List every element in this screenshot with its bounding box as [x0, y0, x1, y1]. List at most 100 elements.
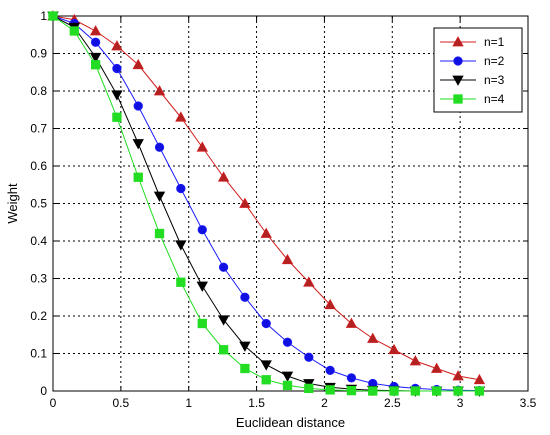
legend-label: n=4 [484, 92, 505, 106]
data-point [432, 386, 442, 396]
data-point [474, 386, 485, 396]
data-point [196, 281, 208, 292]
data-point [260, 360, 272, 371]
data-point [217, 171, 230, 182]
data-point [453, 386, 463, 396]
series-layer [47, 10, 486, 397]
data-point [197, 225, 207, 235]
data-point [69, 26, 79, 36]
legend-marker [452, 36, 464, 47]
data-point [176, 183, 186, 194]
data-point [409, 355, 422, 366]
legend-label: n=3 [484, 73, 505, 87]
data-point [175, 240, 187, 251]
x-tick-labels: 0 0.5 1 1.5 2 2.5 3 3.5 [50, 396, 537, 410]
data-point [304, 383, 314, 394]
legend-label: n=1 [484, 35, 505, 49]
x-tick-label: 2.5 [384, 396, 401, 410]
data-point [303, 276, 315, 287]
y-tick-label: 0.6 [30, 159, 47, 173]
data-point [90, 37, 101, 47]
x-tick-label: 0.5 [113, 396, 130, 410]
legend-item: n=2 [440, 54, 505, 68]
legend-item: n=1 [440, 35, 505, 49]
data-point [153, 191, 166, 202]
data-point [112, 112, 122, 122]
y-tick-label: 1 [40, 9, 47, 23]
data-point [154, 142, 165, 152]
data-point [133, 172, 143, 182]
legend-item: n=3 [440, 73, 505, 87]
data-point [153, 85, 166, 96]
data-point [196, 141, 208, 152]
data-point [89, 52, 102, 64]
data-point [217, 315, 230, 326]
data-point [89, 25, 102, 36]
data-point [282, 337, 293, 347]
data-point [175, 111, 187, 122]
data-point [281, 371, 294, 382]
data-point [304, 352, 314, 362]
data-point [324, 298, 336, 310]
data-point [218, 345, 229, 355]
data-point [452, 370, 464, 381]
legend-marker [452, 75, 464, 86]
data-point [368, 386, 378, 396]
data-point [261, 375, 271, 385]
data-point [346, 373, 357, 383]
y-tick-label: 0.3 [30, 272, 47, 286]
data-point [132, 58, 144, 70]
x-tick-label: 3.5 [520, 396, 537, 410]
y-tick-label: 0.7 [30, 122, 47, 136]
legend-label: n=2 [484, 54, 505, 68]
data-point [260, 227, 272, 238]
legend-item: n=4 [440, 92, 505, 106]
data-point [111, 90, 123, 101]
x-tick-label: 1.5 [248, 396, 265, 410]
y-axis-label: Weight [5, 183, 20, 224]
data-point [325, 385, 335, 395]
data-point [218, 262, 229, 272]
series-n-4 [48, 11, 485, 396]
data-point [239, 197, 251, 208]
data-point [239, 341, 251, 352]
data-point [367, 332, 379, 343]
legend-marker [453, 94, 463, 104]
data-point [154, 228, 165, 239]
data-point [132, 139, 144, 150]
data-point [240, 292, 250, 302]
x-tick-label: 3 [457, 396, 464, 410]
legend: n=1 n=2 n=3 n=4 [433, 27, 523, 113]
data-point [112, 63, 122, 74]
y-tick-labels: 0 0.1 0.2 0.3 0.4 0.5 0.6 0.7 0.8 0.9 1 [30, 9, 47, 398]
data-point [388, 343, 400, 355]
data-point [133, 101, 143, 111]
x-tick-label: 0 [50, 396, 57, 410]
data-point [111, 40, 123, 51]
data-point [240, 363, 250, 374]
data-point [48, 11, 58, 21]
data-point [410, 386, 421, 396]
data-point [281, 253, 294, 265]
x-tick-label: 2 [321, 396, 328, 410]
data-point [282, 380, 293, 391]
x-tick-label: 1 [185, 396, 192, 410]
data-point [176, 277, 186, 287]
y-tick-label: 0.9 [30, 47, 47, 61]
data-point [389, 386, 399, 396]
data-point [345, 317, 358, 328]
axis-ticks [52, 15, 529, 392]
data-point [325, 365, 335, 376]
y-tick-label: 0.4 [30, 234, 47, 248]
y-tick-label: 0.5 [30, 197, 47, 211]
y-tick-label: 0.1 [30, 347, 47, 361]
data-point [473, 373, 486, 385]
y-tick-label: 0.8 [30, 84, 47, 98]
data-point [261, 318, 271, 329]
legend-marker [453, 56, 463, 66]
data-point [197, 318, 207, 329]
data-point [90, 60, 101, 70]
x-axis-label: Euclidean distance [236, 415, 345, 430]
y-tick-label: 0.2 [30, 309, 47, 323]
